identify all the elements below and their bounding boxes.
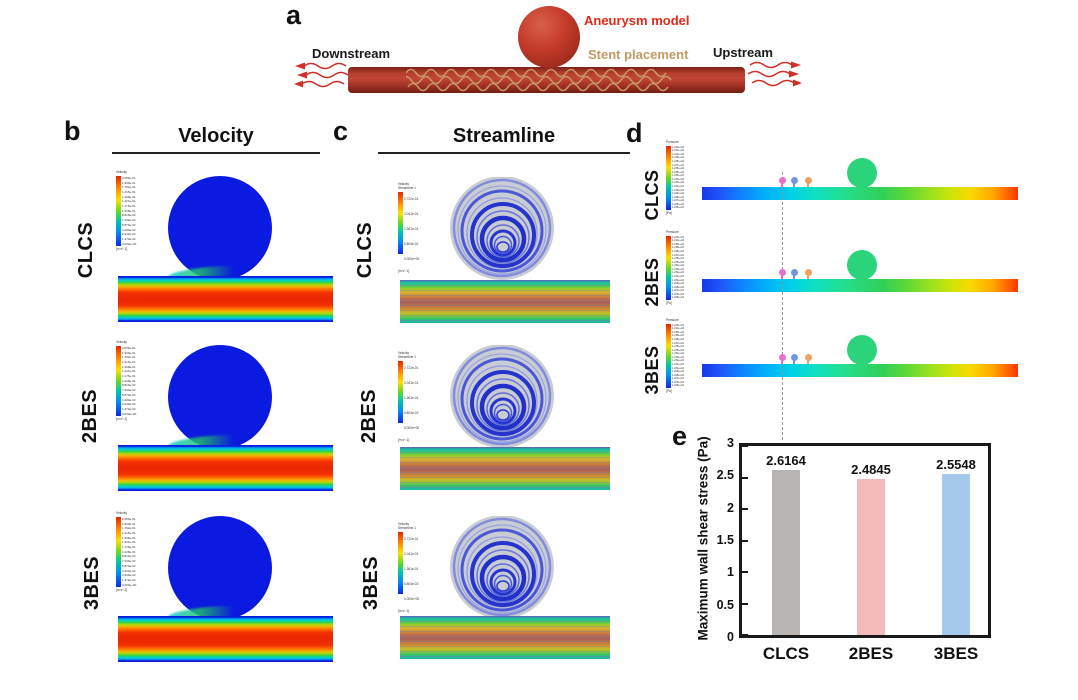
- bar-chart-plot-area: 2.6164 2.4845 2.5548: [739, 443, 991, 638]
- downstream-label: Downstream: [312, 46, 391, 61]
- colorbar-gradient: [398, 531, 403, 594]
- y-axis-tick-marks: [742, 445, 748, 636]
- row-label-2bes-b: 2BES: [79, 388, 101, 444]
- bar-2bes: [857, 478, 885, 635]
- bar-clcs: [772, 470, 800, 635]
- streamline-channel-3bes: [400, 616, 610, 659]
- reference-dashed-line: [782, 172, 783, 440]
- row-label-clcs-b: CLCS: [75, 221, 97, 279]
- pressure-vessel-2bes: [702, 279, 1018, 292]
- pressure-vessel-clcs: [702, 187, 1018, 200]
- streamline-colorbar-2: Velocity Streamline 1 2.722e-01 2.041e-0…: [398, 351, 420, 442]
- streamline-channel-2bes: [400, 447, 610, 490]
- flow-arrows-left-icon: [294, 62, 348, 88]
- bar-group-3bes: 2.5548: [928, 457, 984, 635]
- bar-value-label: 2.5548: [936, 457, 976, 472]
- upstream-label: Upstream: [713, 45, 773, 60]
- pin-marker-blue: [791, 177, 798, 187]
- bar-3bes: [942, 474, 970, 635]
- row-label-2bes-c: 2BES: [358, 388, 380, 444]
- velocity-channel-2bes: [118, 445, 333, 491]
- panel-d-label: d: [626, 118, 643, 148]
- pin-marker-orange: [805, 354, 812, 364]
- stent-mesh-graphic: [406, 68, 672, 92]
- panel-a-label: a: [286, 0, 302, 30]
- pressure-colorbar-1: Pressure 1.242e+04 1.241e+04 1.240e+04 1…: [666, 140, 684, 215]
- bar-value-label: 2.4845: [851, 461, 891, 477]
- pressure-dome-clcs: [847, 158, 877, 188]
- velocity-dome-2bes: [168, 345, 272, 449]
- pressure-vessel-3bes: [702, 364, 1018, 377]
- streamline-vortex-3bes: [450, 516, 554, 619]
- row-label-3bes-c: 3BES: [360, 555, 382, 611]
- velocity-channel-clcs: [118, 276, 333, 322]
- pin-marker-orange: [805, 177, 812, 187]
- velocity-channel-3bes: [118, 616, 333, 662]
- x-tick-2bes: 2BES: [848, 644, 894, 663]
- y-axis-tick-labels: 3 2.5 2 1.5 1 0.5 0: [716, 436, 734, 644]
- row-label-3bes-d: 3BES: [642, 345, 662, 395]
- colorbar-gradient: [666, 145, 671, 210]
- colorbar-gradient: [666, 323, 671, 388]
- streamline-channel-clcs: [400, 280, 610, 323]
- velocity-colorbar-1: Velocity 2.056e-01 1.909e-01 1.762e-01 1…: [116, 170, 137, 252]
- row-label-3bes-b: 3BES: [81, 555, 103, 611]
- pressure-dome-3bes: [847, 335, 877, 365]
- colorbar-gradient: [116, 345, 121, 416]
- row-label-clcs-c: CLCS: [354, 221, 376, 279]
- panel-e-label: e: [672, 421, 688, 451]
- colorbar-gradient: [116, 516, 121, 587]
- stent-placement-label: Stent placement: [588, 47, 689, 62]
- row-label-clcs-d: CLCS: [642, 169, 662, 221]
- panel-c-label: c: [333, 116, 349, 146]
- pressure-colorbar-3: Pressure 1.242e+04 1.241e+04 1.240e+04 1…: [666, 318, 684, 393]
- x-tick-3bes: 3BES: [933, 644, 979, 663]
- aneurysm-model-label: Aneurysm model: [584, 13, 690, 28]
- pin-marker-pink: [779, 269, 786, 279]
- streamline-title: Streamline: [378, 125, 630, 154]
- pressure-dome-2bes: [847, 250, 877, 280]
- pin-marker-blue: [791, 354, 798, 364]
- flow-arrows-right-icon: [748, 61, 802, 87]
- vessel-model: [348, 67, 745, 93]
- colorbar-gradient: [398, 360, 403, 423]
- row-label-2bes-d: 2BES: [642, 257, 662, 307]
- bar-group-2bes: 2.4845: [843, 461, 899, 635]
- streamline-colorbar-3: Velocity Streamline 1 2.722e-01 2.041e-0…: [398, 522, 420, 613]
- velocity-title: Velocity: [112, 125, 320, 154]
- colorbar-gradient: [398, 191, 403, 254]
- streamline-vortex-clcs: [450, 177, 554, 280]
- velocity-colorbar-3: Velocity 2.056e-01 1.909e-01 1.762e-01 1…: [116, 511, 137, 593]
- pin-marker-orange: [805, 269, 812, 279]
- x-tick-clcs: CLCS: [762, 644, 810, 663]
- pin-marker-pink: [779, 354, 786, 364]
- velocity-colorbar-2: Velocity 2.056e-01 1.909e-01 1.762e-01 1…: [116, 340, 137, 422]
- streamline-colorbar-1: Velocity Streamline 1 2.722e-01 2.041e-0…: [398, 182, 420, 273]
- colorbar-gradient: [116, 175, 121, 246]
- bar-group-clcs: 2.6164: [758, 453, 814, 635]
- panel-b-label: b: [64, 116, 81, 146]
- pin-marker-pink: [779, 177, 786, 187]
- bar-value-label: 2.6164: [766, 453, 806, 469]
- colorbar-gradient: [666, 235, 671, 300]
- velocity-dome-3bes: [168, 516, 272, 620]
- velocity-dome-clcs: [168, 176, 272, 280]
- aneurysm-sphere: [518, 6, 580, 68]
- streamline-vortex-2bes: [450, 345, 554, 448]
- pin-marker-blue: [791, 269, 798, 279]
- pressure-colorbar-2: Pressure 1.242e+04 1.241e+04 1.240e+04 1…: [666, 230, 684, 305]
